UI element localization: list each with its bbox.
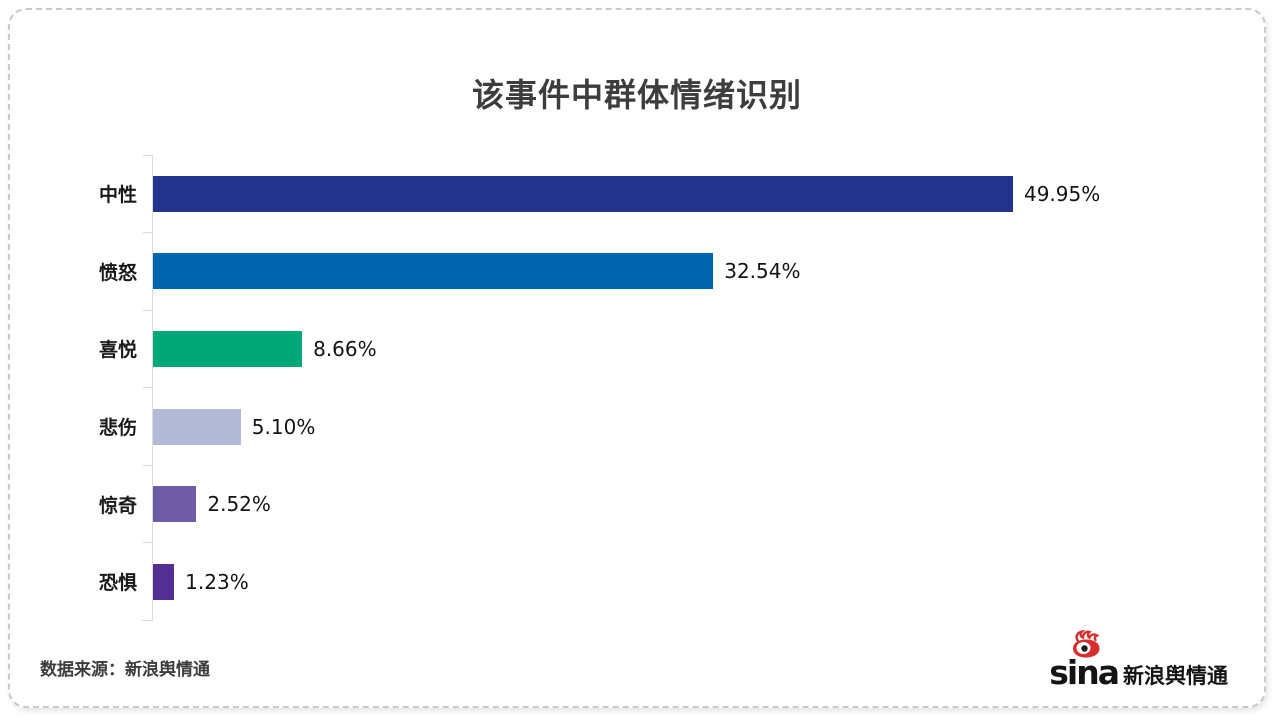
category-label: 喜悦: [98, 339, 137, 362]
sina-eye-icon: [1073, 630, 1100, 658]
sina-brand-text: 新浪舆情通: [1123, 663, 1228, 688]
bar-track: 1.23%: [143, 542, 1186, 621]
bar-joy: [153, 330, 303, 367]
bar-row-anger: 愤怒 32.54%: [10, 232, 1186, 311]
bar-track: 2.52%: [143, 464, 1186, 543]
value-label: 32.54%: [724, 259, 801, 284]
bar-surprise: [153, 486, 197, 523]
bar-row-neutral: 中性 49.95%: [10, 154, 1186, 233]
value-label: 49.95%: [1023, 181, 1101, 206]
category-label: 恐惧: [98, 572, 137, 595]
sina-logo: sina 新浪舆情通: [1049, 630, 1228, 692]
bar-track: 8.66%: [143, 309, 1186, 388]
value-label: 8.66%: [313, 336, 377, 361]
bar-track: 5.10%: [143, 387, 1186, 466]
chart-title: 该事件中群体情绪识别: [471, 76, 802, 114]
bar-neutral: [153, 175, 1013, 212]
bar-row-surprise: 惊奇 2.52%: [10, 464, 1186, 543]
value-label: 5.10%: [251, 414, 316, 439]
category-label: 惊奇: [98, 494, 137, 517]
bar-chart: 中性 49.95% 愤怒 32.54% 喜悦 8.66% 悲伤: [10, 154, 1186, 621]
sina-logo-text: sina: [1049, 652, 1120, 692]
bar-fear: [153, 563, 175, 600]
data-source-label: 数据来源：新浪舆情通: [40, 660, 210, 680]
value-label: 1.23%: [185, 569, 249, 594]
bar-anger: [153, 253, 714, 290]
chart-card: 该事件中群体情绪识别 中性 49.95% 愤怒 32.54% 喜悦 8.66%: [8, 8, 1266, 708]
bar-track: 49.95%: [143, 154, 1186, 233]
bar-sadness: [153, 408, 241, 445]
bar-row-fear: 恐惧 1.23%: [10, 542, 1186, 621]
bar-row-joy: 喜悦 8.66%: [10, 309, 1186, 388]
bar-track: 32.54%: [143, 232, 1186, 311]
bar-row-sadness: 悲伤 5.10%: [10, 387, 1186, 466]
value-label: 2.52%: [207, 492, 271, 517]
category-label: 中性: [98, 184, 137, 207]
category-label: 愤怒: [98, 261, 137, 284]
category-label: 悲伤: [98, 417, 137, 440]
